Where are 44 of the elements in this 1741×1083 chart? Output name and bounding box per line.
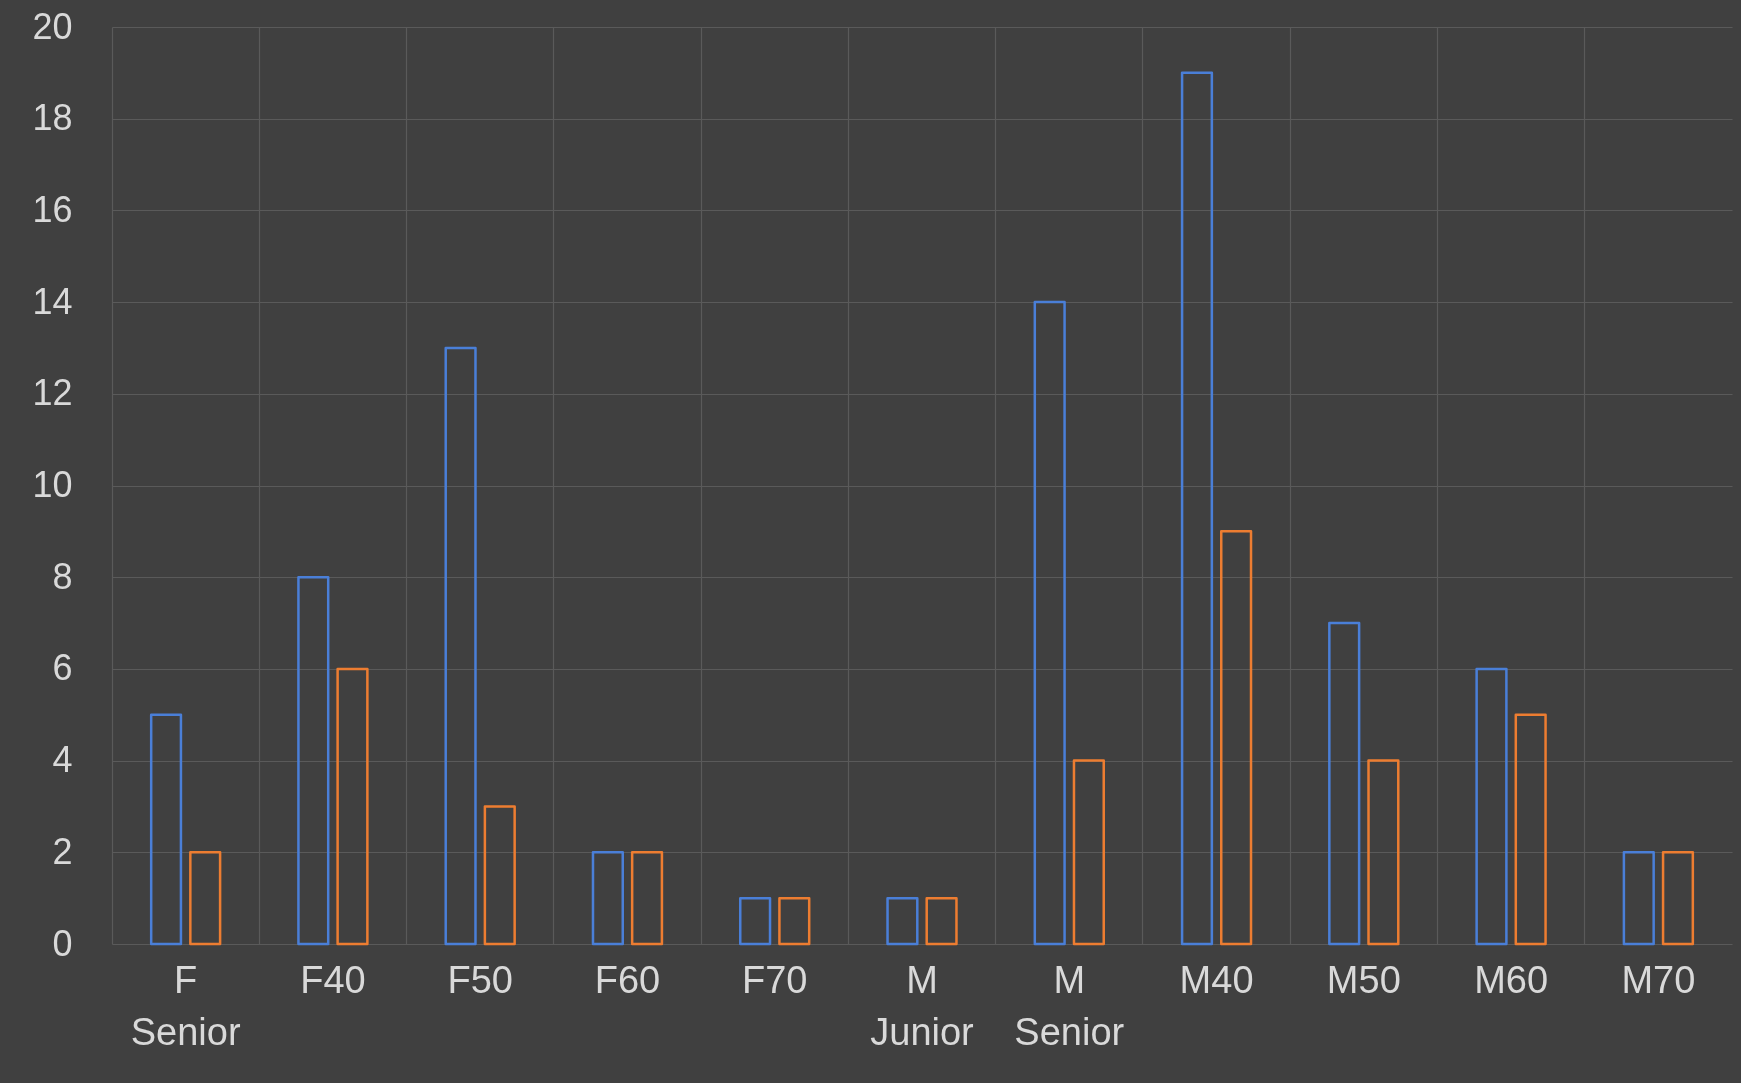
- x-tick-label: F40: [300, 958, 366, 1001]
- bar: [336, 667, 369, 946]
- y-tick-label: 20: [32, 5, 73, 47]
- y-tick-label: 14: [32, 280, 73, 322]
- bar: [1180, 71, 1214, 946]
- x-tick-label: F70: [741, 958, 808, 1001]
- bar: [1514, 713, 1547, 946]
- bar: [778, 896, 811, 946]
- bar: [149, 713, 183, 946]
- x-tick-label: M Junior: [870, 958, 975, 1053]
- bar: [1328, 621, 1361, 946]
- bar: [630, 851, 664, 946]
- y-tick-label: 16: [32, 188, 73, 230]
- bar: [591, 851, 624, 946]
- bar: [1220, 530, 1253, 946]
- x-tick-label: F Senior: [130, 958, 241, 1053]
- bar: [739, 896, 772, 946]
- bar: [1367, 759, 1400, 946]
- bar: [1475, 667, 1508, 946]
- y-tick-label: 10: [32, 464, 73, 505]
- y-tick-label: 4: [52, 739, 73, 781]
- bar: [1661, 851, 1695, 946]
- y-tick-label: 18: [32, 97, 73, 139]
- bar: [483, 805, 516, 946]
- x-tick-label: M70: [1621, 958, 1696, 1001]
- bar: [1622, 851, 1655, 946]
- x-tick-label: M50: [1326, 958, 1401, 1001]
- y-tick-label: 2: [52, 830, 73, 872]
- y-tick-label: 0: [52, 922, 73, 964]
- x-tick-label: M40: [1179, 958, 1254, 1001]
- bar: [189, 851, 222, 946]
- bar: [297, 575, 330, 946]
- y-tick-label: 6: [52, 647, 73, 689]
- bar: [444, 346, 477, 946]
- bar: [1072, 759, 1105, 946]
- x-tick-label: F60: [594, 958, 661, 1001]
- bar: [925, 896, 958, 946]
- x-tick-label: F50: [447, 958, 513, 1001]
- y-tick-label: 12: [32, 372, 73, 414]
- bar: [1033, 300, 1066, 946]
- y-tick-label: 8: [52, 555, 73, 597]
- x-tick-label: M60: [1474, 958, 1549, 1001]
- x-tick-label: M Senior: [1014, 958, 1125, 1053]
- bar: [886, 896, 919, 946]
